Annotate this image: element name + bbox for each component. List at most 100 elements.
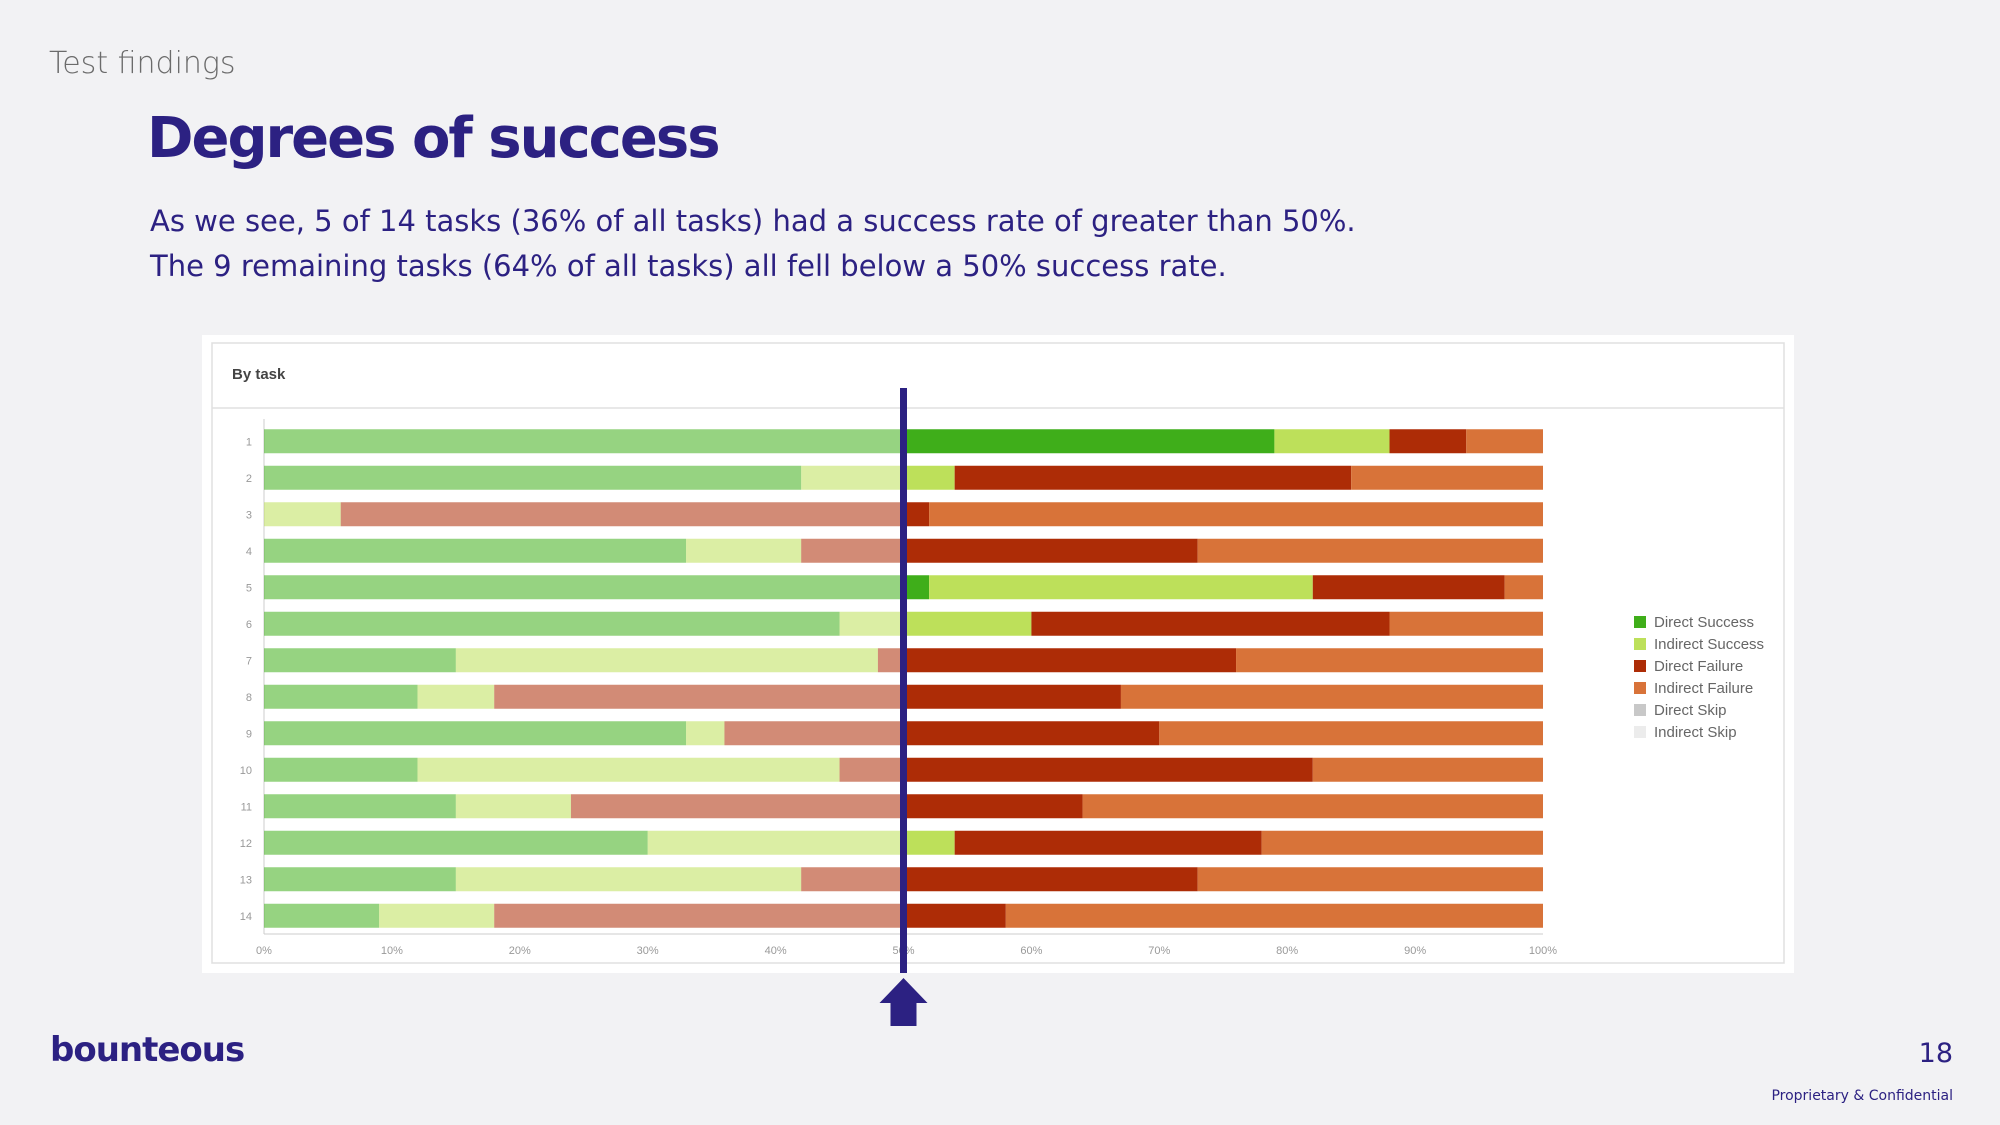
legend-label: Indirect Skip xyxy=(1654,724,1737,741)
bar-segment xyxy=(1031,611,1390,636)
bar-segment xyxy=(1197,538,1543,563)
summary-line-1: As we see, 5 of 14 tasks (36% of all tas… xyxy=(150,204,1356,238)
bar-segment xyxy=(1159,721,1543,746)
bar-segment xyxy=(264,465,802,490)
bar-segment xyxy=(417,684,495,709)
bar-segment xyxy=(903,830,955,855)
legend-label: Indirect Failure xyxy=(1654,680,1753,697)
bar-segment xyxy=(1236,648,1543,673)
bar-segment xyxy=(1312,575,1505,600)
bar-segment xyxy=(929,502,1543,527)
bar-segment xyxy=(1005,903,1543,928)
bar-segment xyxy=(903,721,1160,746)
bar-segment xyxy=(1504,575,1543,600)
x-tick-label: 70% xyxy=(1148,945,1170,957)
bar-segment xyxy=(1197,867,1543,892)
task-label: 2 xyxy=(246,473,252,485)
x-tick-label: 50% xyxy=(892,945,914,957)
bar-segment xyxy=(929,575,1313,600)
bar-segment xyxy=(1120,684,1543,709)
legend-label: Indirect Success xyxy=(1654,636,1764,653)
chart-title: By task xyxy=(232,366,286,383)
bar-segment xyxy=(1312,757,1543,782)
legend-label: Direct Failure xyxy=(1654,658,1743,675)
x-tick-label: 40% xyxy=(765,945,787,957)
bar-segment xyxy=(903,903,1006,928)
bar-segment xyxy=(264,575,904,600)
bar-segment xyxy=(839,611,904,636)
bar-segment xyxy=(686,538,802,563)
bar-segment xyxy=(264,538,687,563)
bar-segment xyxy=(903,502,930,527)
bar-segment xyxy=(954,465,1352,490)
bar-segment xyxy=(340,502,904,527)
bar-segment xyxy=(954,830,1262,855)
x-tick-label: 90% xyxy=(1404,945,1426,957)
bar-segment xyxy=(494,903,904,928)
page-title: Degrees of success xyxy=(147,106,721,171)
bar-segment xyxy=(570,794,904,819)
up-arrow-icon xyxy=(879,978,928,1026)
bar-segment xyxy=(903,575,930,600)
task-label: 14 xyxy=(240,911,252,923)
x-tick-label: 100% xyxy=(1529,945,1557,957)
bar-segment xyxy=(1389,611,1543,636)
bar-segment xyxy=(1389,429,1467,454)
bar-segment xyxy=(724,721,904,746)
bar-segment xyxy=(903,867,1198,892)
bar-segment xyxy=(264,830,648,855)
x-tick-label: 60% xyxy=(1020,945,1042,957)
bar-segment xyxy=(264,903,380,928)
bar-segment xyxy=(903,684,1121,709)
bar-segment xyxy=(877,648,904,673)
page-number: 18 xyxy=(1918,1038,1953,1069)
x-tick-label: 20% xyxy=(509,945,531,957)
task-label: 5 xyxy=(246,582,252,594)
x-tick-label: 0% xyxy=(256,945,272,957)
task-label: 8 xyxy=(246,692,252,704)
bar-segment xyxy=(494,684,904,709)
bar-segment xyxy=(1351,465,1543,490)
bar-segment xyxy=(264,611,840,636)
bar-segment xyxy=(264,721,687,746)
chart-panel: By task 1 2 3 4 5 6 7 8 9 10 11 12 13 14 0% 10% 20% 30% 40%… xyxy=(202,335,1794,973)
legend-swatch xyxy=(1634,726,1646,738)
legend-swatch xyxy=(1634,704,1646,716)
x-tick-label: 30% xyxy=(637,945,659,957)
task-label: 6 xyxy=(246,619,252,631)
x-tick-label: 10% xyxy=(381,945,403,957)
bar-segment xyxy=(264,648,456,673)
task-label: 11 xyxy=(241,801,252,813)
x-tick-label: 80% xyxy=(1276,945,1298,957)
bar-segment xyxy=(801,465,904,490)
bar-segment xyxy=(455,867,802,892)
bar-segment xyxy=(264,429,904,454)
bar-segment xyxy=(903,757,1313,782)
bar-segment xyxy=(686,721,725,746)
summary-line-2: The 9 remaining tasks (64% of all tasks)… xyxy=(150,249,1227,283)
task-label: 10 xyxy=(240,765,252,777)
bar-segment xyxy=(1261,830,1543,855)
legend-swatch xyxy=(1634,616,1646,628)
bar-segment xyxy=(903,538,1198,563)
legend-swatch xyxy=(1634,638,1646,650)
bar-segment xyxy=(264,502,341,527)
bar-segment xyxy=(264,684,418,709)
bar-segment xyxy=(801,538,904,563)
task-label: 1 xyxy=(246,436,252,448)
legend-label: Direct Skip xyxy=(1654,702,1727,719)
task-label: 9 xyxy=(246,728,252,740)
bar-segment xyxy=(801,867,904,892)
task-label: 3 xyxy=(246,509,252,521)
bar-segment xyxy=(903,794,1083,819)
task-label: 12 xyxy=(240,838,252,850)
bar-segment xyxy=(903,429,1275,454)
bar-segment xyxy=(1082,794,1543,819)
bar-segment xyxy=(455,794,571,819)
confidential-note: Proprietary & Confidential xyxy=(1771,1088,1953,1104)
legend-label: Direct Success xyxy=(1654,614,1754,631)
bar-segment xyxy=(903,611,1032,636)
bar-segment xyxy=(264,757,418,782)
bar-segment xyxy=(264,867,456,892)
bar-segment xyxy=(647,830,904,855)
